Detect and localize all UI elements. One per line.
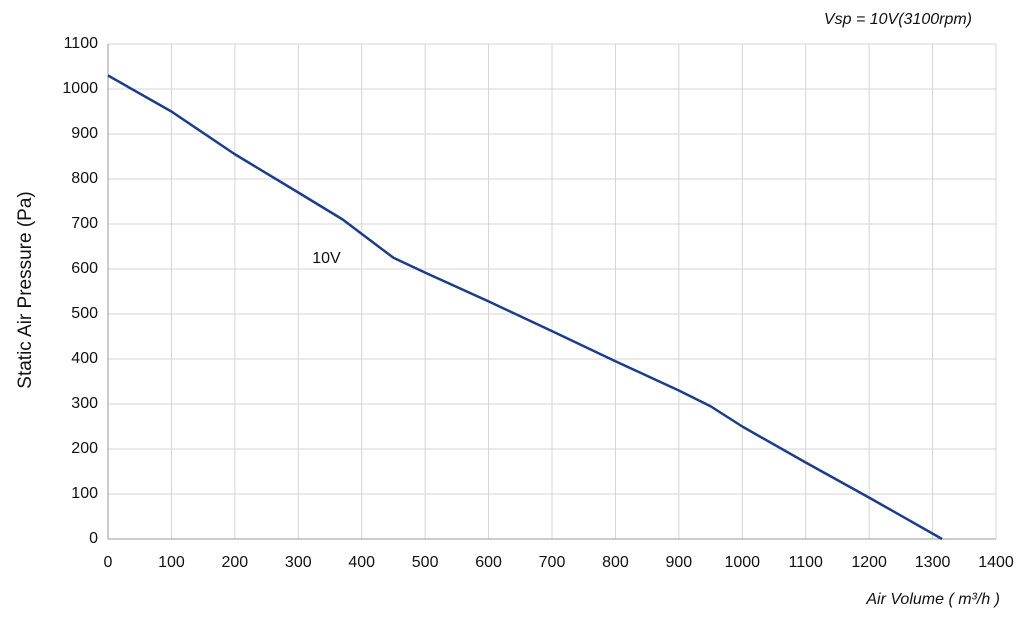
x-tick-label: 400 <box>348 554 375 571</box>
y-tick-label: 500 <box>71 305 98 322</box>
y-axis-label: Static Air Pressure (Pa) <box>15 191 36 388</box>
y-tick-label: 1000 <box>62 80 98 97</box>
x-tick-label: 0 <box>104 554 113 571</box>
x-tick-label: 700 <box>539 554 566 571</box>
y-tick-label: 0 <box>89 530 98 547</box>
x-tick-label: 1400 <box>978 554 1014 571</box>
x-tick-label: 500 <box>412 554 439 571</box>
y-tick-label: 900 <box>71 125 98 142</box>
y-tick-label: 800 <box>71 170 98 187</box>
x-tick-label: 1200 <box>851 554 887 571</box>
x-axis-label: Air Volume ( m³/h ) <box>865 591 1000 608</box>
x-tick-label: 1000 <box>724 554 760 571</box>
y-tick-label: 600 <box>71 260 98 277</box>
y-tick-label: 1100 <box>64 35 99 52</box>
x-tick-label: 1100 <box>789 554 824 571</box>
x-tick-label: 900 <box>666 554 693 571</box>
x-tick-label: 300 <box>285 554 312 571</box>
x-tick-label: 100 <box>158 554 185 571</box>
series-label: 10V <box>312 250 341 267</box>
chart-subtitle: Vsp = 10V(3100rpm) <box>824 11 972 28</box>
y-tick-label: 100 <box>71 485 98 502</box>
x-tick-label: 800 <box>602 554 629 571</box>
x-tick-label: 1300 <box>915 554 951 571</box>
y-tick-label: 400 <box>71 350 98 367</box>
y-tick-label: 700 <box>71 215 98 232</box>
y-tick-label: 200 <box>71 440 98 457</box>
x-tick-label: 200 <box>222 554 249 571</box>
y-tick-label: 300 <box>71 395 98 412</box>
x-tick-label: 600 <box>475 554 502 571</box>
data-line <box>107 74 943 541</box>
